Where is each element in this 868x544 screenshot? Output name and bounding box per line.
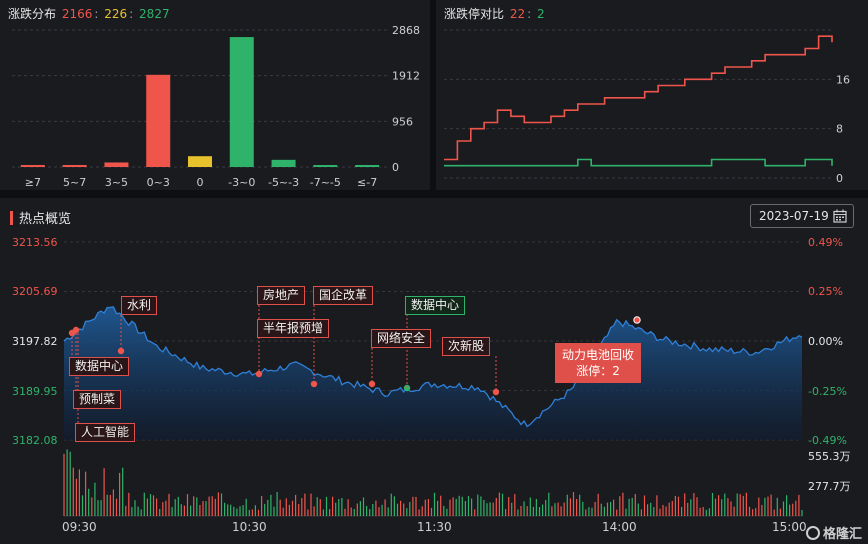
bar bbox=[271, 159, 296, 167]
date-value: 2023-07-19 bbox=[759, 209, 829, 223]
x-tick-label: 5~7 bbox=[63, 176, 86, 189]
hot-title: 热点概览 bbox=[19, 212, 72, 227]
x-tick-label: -5~-3 bbox=[268, 176, 299, 189]
bar bbox=[146, 74, 171, 167]
dist-title: 涨跌分布 bbox=[8, 7, 57, 21]
bar bbox=[355, 165, 380, 167]
price-line bbox=[63, 306, 803, 428]
time-tick: 09:30 bbox=[62, 520, 97, 534]
bar bbox=[20, 165, 45, 167]
bar bbox=[62, 165, 87, 167]
x-tick-label: 3~5 bbox=[105, 176, 128, 189]
hot-tag-real-estate[interactable]: 房地产 bbox=[257, 286, 306, 305]
price-tick: 3213.56 bbox=[12, 236, 58, 249]
callout-title: 动力电池回收 bbox=[562, 348, 635, 362]
time-tick: 15:00 bbox=[772, 520, 807, 534]
bar bbox=[313, 165, 338, 167]
price-tick: 3197.82 bbox=[12, 335, 58, 348]
hot-marker bbox=[492, 388, 500, 396]
bar bbox=[229, 37, 254, 168]
hot-marker bbox=[117, 347, 125, 355]
x-tick-label: -7~-5 bbox=[310, 176, 341, 189]
accent-bar bbox=[10, 210, 13, 225]
hot-tag-network-security[interactable]: 网络安全 bbox=[371, 329, 432, 348]
limit-up-count: 22 bbox=[509, 7, 526, 21]
hot-tag-soe-reform[interactable]: 国企改革 bbox=[313, 286, 374, 305]
bar bbox=[188, 156, 212, 167]
time-tick: 11:30 bbox=[417, 520, 452, 534]
hot-tag-half-year[interactable]: 半年报预增 bbox=[257, 319, 330, 338]
hot-tag-water[interactable]: 水利 bbox=[121, 296, 158, 315]
hot-header: 热点概览 bbox=[10, 208, 71, 227]
y-tick-label: 0 bbox=[836, 172, 843, 185]
hot-marker bbox=[72, 326, 80, 334]
rise-fall-distribution-panel: 涨跌分布 2166: 226: 2827 2868 1912 956 0 ≥7 5~7 3~… bbox=[0, 0, 430, 190]
intraday-chart bbox=[63, 241, 803, 517]
volume-tick: 555.3万 bbox=[808, 450, 851, 463]
dist-title-row: 涨跌分布 2166: 226: 2827 bbox=[8, 7, 170, 21]
price-area bbox=[64, 306, 802, 440]
hot-tag-prepared-food[interactable]: 预制菜 bbox=[73, 390, 122, 409]
hot-marker bbox=[633, 316, 641, 324]
y-tick-label: 1912 bbox=[392, 70, 420, 83]
price-tick: 3189.95 bbox=[12, 385, 58, 398]
y-tick-label: 0 bbox=[392, 161, 399, 174]
pct-tick: -0.25% bbox=[808, 385, 847, 398]
distribution-bar-chart: 2868 1912 956 0 ≥7 5~7 3~5 0~3 0 -3~0 -5~-3 -7~-5 ≤-… bbox=[12, 24, 420, 189]
flat-count: 226 bbox=[104, 7, 128, 21]
up-count: 2166 bbox=[61, 7, 93, 21]
y-tick-label: 2868 bbox=[392, 24, 420, 37]
brand-watermark: 格隆汇 bbox=[805, 523, 862, 542]
pct-tick: -0.49% bbox=[808, 434, 847, 447]
brand-logo-icon bbox=[805, 526, 820, 540]
x-tick-label: ≥7 bbox=[25, 176, 41, 189]
hot-callout-battery-recycling[interactable]: 动力电池回收 涨停：2 bbox=[555, 343, 642, 383]
pct-tick: 0.25% bbox=[808, 285, 843, 298]
date-picker[interactable]: 2023-07-19 bbox=[750, 204, 854, 228]
hot-tag-ai[interactable]: 人工智能 bbox=[75, 423, 136, 442]
callout-count: 涨停：2 bbox=[576, 364, 620, 378]
series-line bbox=[444, 158, 833, 167]
y-tick-label: 956 bbox=[392, 115, 413, 128]
cmp-title: 涨跌停对比 bbox=[444, 7, 505, 21]
hot-tag-data-center[interactable]: 数据中心 bbox=[69, 357, 130, 376]
brand-name: 格隆汇 bbox=[822, 527, 862, 542]
limit-comparison-panel: 涨跌停对比 22: 2 16 8 0 bbox=[436, 0, 868, 190]
y-tick-label: 8 bbox=[836, 123, 843, 136]
cmp-title-row: 涨跌停对比 22: 2 bbox=[444, 7, 545, 21]
hot-marker bbox=[310, 380, 318, 388]
volume-tick: 277.7万 bbox=[808, 480, 851, 493]
hot-tag-new-stocks[interactable]: 次新股 bbox=[442, 337, 491, 356]
calendar-icon bbox=[833, 209, 847, 223]
price-tick: 3205.69 bbox=[12, 285, 58, 298]
down-count: 2827 bbox=[139, 7, 170, 21]
limit-down-count: 2 bbox=[537, 7, 545, 21]
series-line bbox=[444, 35, 833, 161]
hot-overview-panel: 热点概览 2023-07-19 3213.56 3205.69 3197.82 … bbox=[0, 198, 868, 544]
time-tick: 14:00 bbox=[602, 520, 637, 534]
x-tick-label: -3~0 bbox=[228, 176, 255, 189]
x-tick-label: ≤-7 bbox=[357, 176, 377, 189]
hot-tag-data-center-green[interactable]: 数据中心 bbox=[405, 296, 466, 315]
pct-tick: 0.49% bbox=[808, 236, 843, 249]
y-tick-label: 16 bbox=[836, 73, 850, 86]
pct-tick: 0.00% bbox=[808, 335, 843, 348]
time-tick: 10:30 bbox=[232, 520, 267, 534]
x-tick-label: 0~3 bbox=[147, 176, 170, 189]
price-tick: 3182.08 bbox=[12, 434, 58, 447]
hot-marker bbox=[368, 380, 376, 388]
bar bbox=[104, 162, 129, 167]
x-tick-label: 0 bbox=[197, 176, 204, 189]
